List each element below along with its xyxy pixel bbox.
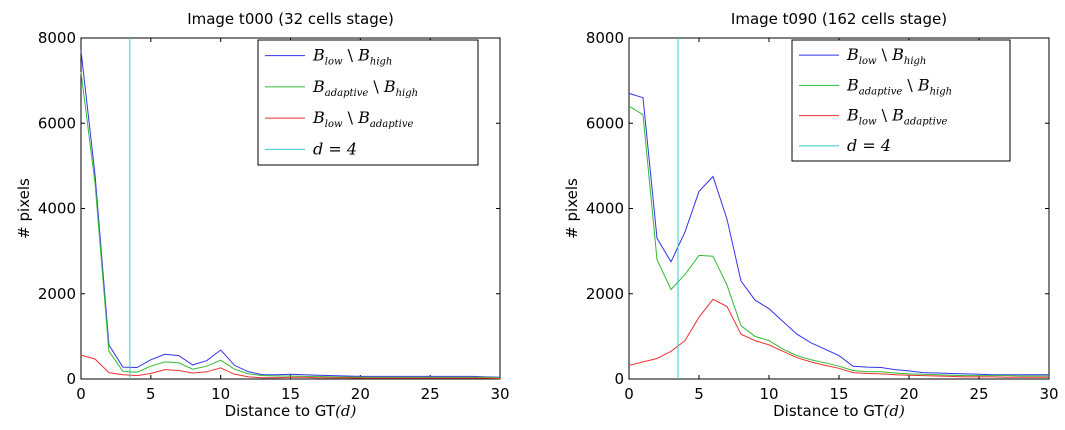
- legend-label: Blow \ Bhigh: [312, 46, 392, 68]
- y-tick-label: 4000: [38, 200, 76, 218]
- y-tick-label: 6000: [586, 114, 624, 132]
- y-axis-label: # pixels: [15, 178, 33, 239]
- legend: Blow \ Bhigh Badaptive \ Bhigh Blow \ Bada…: [257, 39, 479, 166]
- chart-title: Image t090 (162 cells stage): [731, 10, 947, 28]
- y-tick-label: 4000: [586, 200, 624, 218]
- series-line-3: [80, 354, 501, 380]
- x-tick-label: 25: [969, 385, 988, 403]
- legend: Blow \ Bhigh Badaptive \ Bhigh Blow \ Bada…: [791, 39, 1011, 162]
- series-line-1: [80, 50, 501, 378]
- series-line-1: [628, 92, 1049, 376]
- x-axis-label: Distance to GT(d): [773, 402, 905, 420]
- chart-panel-2: Image t090 (162 cells stage) 0 5 10 15 20 25 30…: [563, 10, 1059, 420]
- series-line-2: [628, 105, 1049, 377]
- y-tick-label: 0: [66, 370, 76, 388]
- chart-panel-1: Image t000 (32 cells stage) 0 5 10 15 20 25 30 0…: [15, 10, 510, 420]
- chart-title: Image t000 (32 cells stage): [187, 10, 394, 28]
- y-tick-label: 2000: [38, 285, 76, 303]
- x-tick-label: 15: [281, 385, 300, 403]
- legend-label: d = 4: [847, 136, 891, 155]
- legend-label: Badaptive \ Bhigh: [312, 77, 418, 99]
- x-tick-label: 10: [211, 385, 230, 403]
- x-tick-label: 10: [759, 385, 778, 403]
- y-tick-label: 8000: [38, 29, 76, 47]
- legend-label: Blow \ Bhigh: [846, 45, 926, 67]
- x-axis-label: Distance to GT(d): [225, 402, 357, 420]
- legend-box: [257, 39, 479, 166]
- x-tick-label: 25: [421, 385, 440, 403]
- y-tick-label: 2000: [586, 285, 624, 303]
- y-tick-label: 8000: [586, 29, 624, 47]
- legend-label: d = 4: [313, 139, 357, 158]
- x-tick-label: 5: [146, 385, 156, 403]
- x-tick-label: 0: [624, 385, 634, 403]
- legend-box: [791, 39, 1011, 162]
- x-tick-label: 30: [1039, 385, 1058, 403]
- y-tick-label: 0: [614, 370, 624, 388]
- x-tick-label: 15: [829, 385, 848, 403]
- x-tick-label: 20: [899, 385, 918, 403]
- legend-label: Blow \ Badaptive: [312, 108, 413, 130]
- x-tick-label: 20: [351, 385, 370, 403]
- legend-label: Badaptive \ Bhigh: [846, 75, 952, 97]
- x-tick-label: 5: [694, 385, 704, 403]
- series-line-2: [80, 72, 501, 379]
- series-line-3: [628, 298, 1049, 378]
- legend-label: Blow \ Badaptive: [846, 106, 947, 128]
- x-tick-label: 0: [76, 385, 86, 403]
- x-tick-label: 30: [490, 385, 509, 403]
- y-tick-label: 6000: [38, 114, 76, 132]
- y-axis-label: # pixels: [563, 178, 581, 239]
